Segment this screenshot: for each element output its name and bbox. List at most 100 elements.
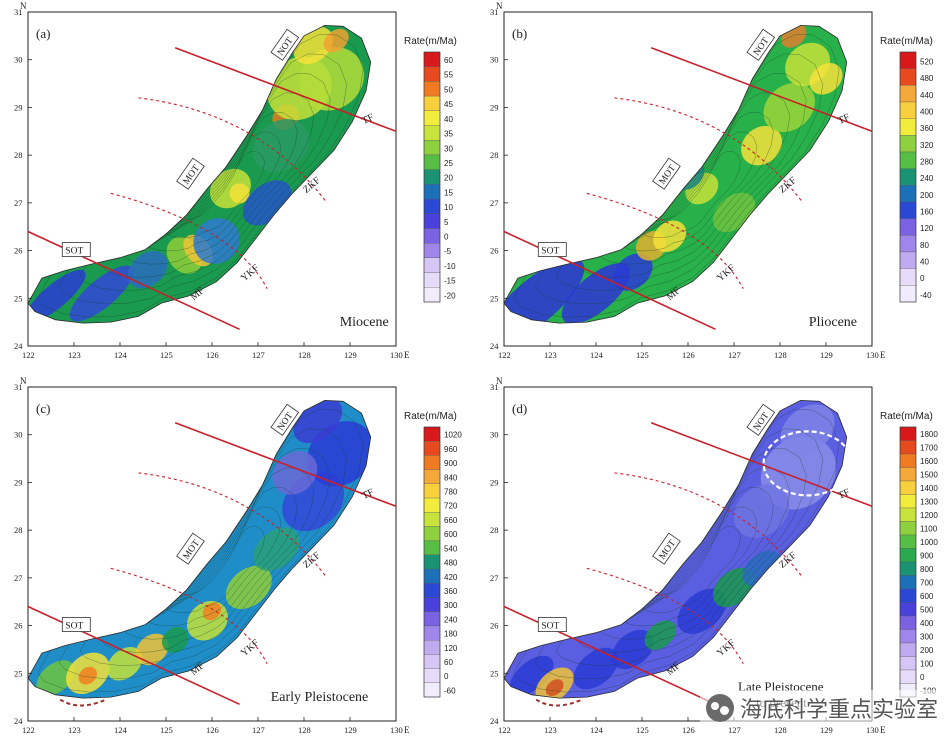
trough-label-not-box — [746, 28, 776, 61]
trough-label-mot-box — [176, 532, 205, 565]
legend-label: 960 — [444, 445, 458, 454]
legend-label: 280 — [920, 158, 934, 167]
contour-line — [598, 112, 774, 265]
y-tick-label: 31 — [490, 382, 499, 392]
legend-swatch — [899, 51, 917, 69]
trough-label-not-box — [270, 403, 300, 436]
highlight-ellipse-south — [59, 698, 107, 707]
y-tick-label: 25 — [490, 668, 499, 678]
legend-swatch — [899, 168, 917, 186]
basin-outline — [503, 24, 848, 324]
contour-line — [619, 506, 758, 627]
legend-label: 60 — [444, 658, 453, 667]
y-axis-unit: N — [20, 1, 27, 11]
legend-swatch — [423, 154, 441, 170]
y-tick-label: 27 — [14, 573, 23, 583]
legend-label: 40 — [920, 258, 929, 267]
legend-swatch — [423, 597, 441, 612]
y-tick-label: 29 — [14, 477, 23, 487]
legend-swatch — [899, 521, 917, 536]
x-tick-label: 122 — [498, 725, 511, 735]
highlight-ellipse-north — [762, 430, 853, 497]
contour-line — [58, 53, 348, 305]
x-tick-label: 127 — [728, 350, 741, 360]
legend-title: Rate(m/Ma) — [404, 36, 457, 47]
y-tick-label: 29 — [490, 102, 499, 112]
x-tick-label: 130 — [390, 350, 403, 360]
legend-swatch — [899, 588, 917, 603]
legend-swatch — [423, 583, 441, 598]
legend-label: 55 — [444, 71, 453, 80]
legend-label: 1000 — [920, 538, 938, 547]
legend-label: 20 — [444, 174, 453, 183]
legend-swatch — [423, 682, 441, 698]
legend-label: 240 — [444, 615, 458, 624]
legend-label: 300 — [444, 601, 458, 610]
x-tick-label: 125 — [636, 725, 649, 735]
basin-outline — [27, 24, 372, 324]
rate-anomaly-0 — [509, 655, 554, 696]
legend-label: 1600 — [920, 457, 938, 466]
x-tick-label: 128 — [774, 725, 787, 735]
y-axis-unit: N — [496, 376, 503, 386]
legend-swatch — [899, 440, 917, 455]
legend-swatch — [899, 480, 917, 495]
map-panel-c: TF ZKF YKF MF NOT MOT SOT (c) Early Pleistocene 1… — [0, 375, 476, 749]
legend-label: 0 — [920, 274, 925, 283]
legend-swatch — [423, 125, 441, 141]
legend-swatch — [423, 81, 441, 97]
fault-line-ykf — [586, 567, 744, 664]
x-tick-label: 128 — [298, 350, 311, 360]
trough-label-sot: SOT — [61, 617, 91, 632]
legend-label: 40 — [444, 115, 453, 124]
legend-swatch — [423, 554, 441, 570]
legend-frame — [899, 51, 917, 303]
legend-swatch — [899, 602, 917, 617]
legend-label: 320 — [920, 141, 934, 150]
y-tick-label: 30 — [14, 55, 23, 65]
legend-swatch — [899, 615, 917, 630]
x-tick-label: 129 — [344, 725, 357, 735]
rate-anomaly-10 — [780, 404, 835, 456]
panel-letter: (a) — [36, 26, 50, 41]
trough-label-mot-box — [652, 157, 681, 190]
rate-anomaly-5 — [193, 218, 240, 264]
legend-label: 80 — [920, 241, 929, 250]
legend-label: 160 — [920, 208, 934, 217]
legend-swatch — [423, 625, 441, 641]
contour-line — [534, 428, 824, 680]
y-axis-unit: N — [20, 376, 27, 386]
legend-swatch — [899, 268, 917, 286]
legend-label: 50 — [444, 85, 453, 94]
highlight-ellipse-south — [535, 698, 583, 707]
map-panel-b: TF ZKF YKF MF NOT MOT SOT (b) Pliocene 122 123 124 1… — [476, 0, 951, 374]
legend-swatch — [423, 110, 441, 126]
legend-label: 15 — [444, 188, 453, 197]
legend-frame — [423, 51, 441, 303]
y-axis-unit: N — [496, 1, 503, 11]
legend-label: 440 — [920, 91, 934, 100]
legend-swatch — [423, 213, 441, 229]
legend-label: 360 — [920, 124, 934, 133]
legend-swatch — [423, 184, 441, 200]
legend-label: 1300 — [920, 498, 938, 507]
y-tick-label: 26 — [14, 246, 23, 256]
x-tick-label: 130 — [866, 725, 879, 735]
legend-swatch — [423, 198, 441, 214]
legend-swatch — [899, 235, 917, 253]
x-tick-label: 123 — [68, 725, 81, 735]
y-tick-label: 30 — [490, 55, 499, 65]
x-tick-label: 129 — [820, 350, 833, 360]
trough-label-sot-text: SOT — [541, 247, 559, 257]
legend-swatch — [423, 483, 441, 499]
contour-line — [598, 487, 774, 640]
contour-line — [640, 151, 741, 238]
legend-label: 0 — [920, 673, 925, 682]
y-tick-label: 25 — [14, 668, 23, 678]
legend-label: 120 — [920, 224, 934, 233]
legend-swatch — [899, 656, 917, 671]
trough-label-sot-box — [61, 242, 91, 257]
